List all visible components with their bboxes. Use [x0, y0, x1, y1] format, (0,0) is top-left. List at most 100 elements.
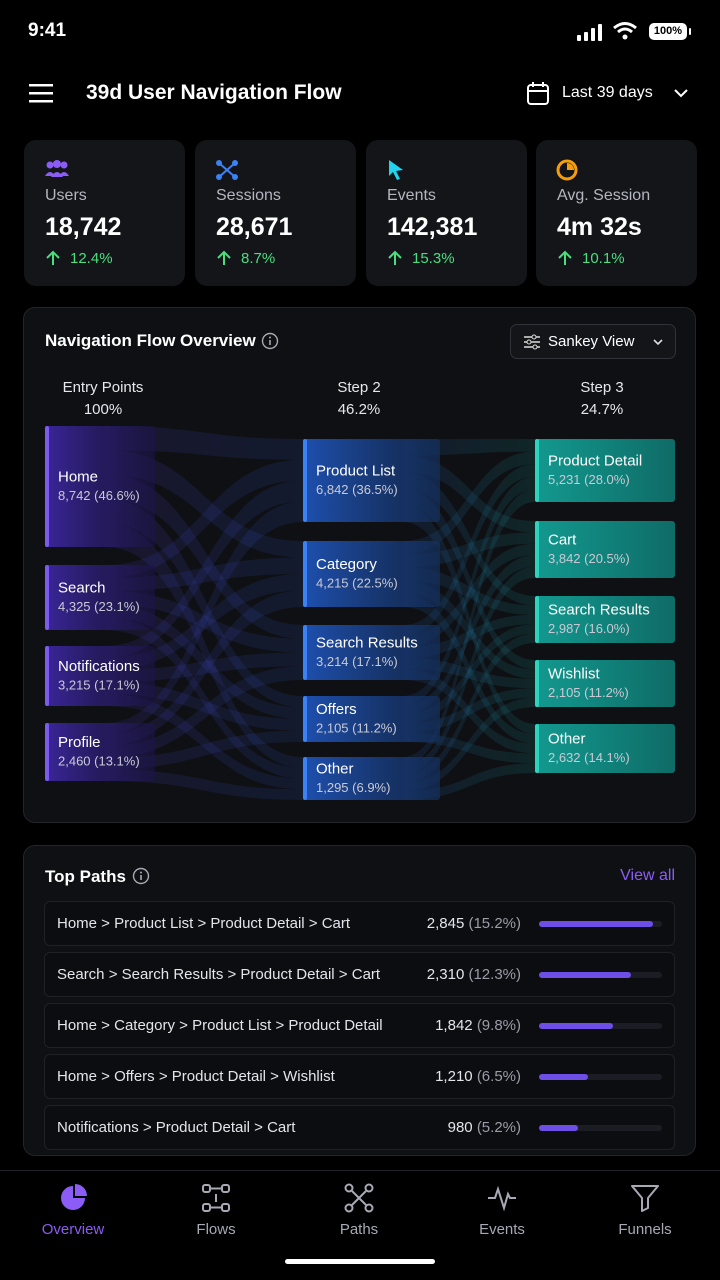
- paths-card: Top Paths View all Home > Product List > P…: [23, 845, 696, 1156]
- view-chevron: [653, 339, 663, 346]
- node-value: 4,215 (22.5%): [316, 575, 398, 590]
- page-title: 39d User Navigation Flow: [86, 81, 342, 104]
- flow-node: [303, 439, 440, 522]
- flow-node-accent: [535, 439, 539, 502]
- path-bar: [539, 1074, 588, 1080]
- flow-card: Navigation Flow Overview Sankey View Entr…: [23, 307, 696, 823]
- node-label: Category: [316, 556, 377, 573]
- kpi-icon: [45, 160, 69, 177]
- menu-button[interactable]: [29, 84, 53, 104]
- path-row[interactable]: Home > Product List > Product Detail > C…: [44, 901, 675, 946]
- flow-link: [105, 480, 303, 658]
- flow-node: [535, 660, 675, 707]
- nav-item[interactable]: Paths: [309, 1180, 409, 1244]
- path-stats: 2,310 (12.3%): [427, 966, 521, 983]
- nav-icon: [344, 1183, 374, 1213]
- node-label: Wishlist: [548, 665, 600, 682]
- flow-link: [105, 617, 303, 779]
- nav-item[interactable]: Flows: [166, 1180, 266, 1244]
- node-label: Notifications: [58, 658, 140, 675]
- node-label: Home: [58, 468, 98, 485]
- node-value: 4,325 (23.1%): [58, 599, 140, 614]
- flow-link: [403, 489, 535, 766]
- flow-node: [45, 723, 155, 781]
- flow-link: [403, 451, 535, 555]
- path-row[interactable]: Notifications > Product Detail > Cart 980…: [44, 1105, 675, 1150]
- kpi-icon: [556, 159, 578, 181]
- kpi-icon: [389, 160, 403, 180]
- kpi-value: 142,381: [387, 213, 478, 241]
- node-value: 2,632 (14.1%): [548, 750, 630, 765]
- path-text: Home > Category > Product List > Product…: [57, 1017, 383, 1034]
- nav-item[interactable]: Overview: [23, 1180, 123, 1244]
- kpi-card: Avg. Session 4m 32s 10.1%: [536, 140, 697, 286]
- path-row[interactable]: Home > Offers > Product Detail > Wishlis…: [44, 1054, 675, 1099]
- kpi-card: Sessions 28,671 8.7%: [195, 140, 356, 286]
- kpi-card: Users 18,742 12.4%: [24, 140, 185, 286]
- nav-label: Events: [479, 1221, 525, 1238]
- up-arrow: [558, 250, 572, 265]
- path-count: 980: [447, 1119, 473, 1136]
- flow-node-accent: [303, 541, 307, 607]
- battery: 100%: [649, 23, 687, 40]
- nav-label: Funnels: [618, 1221, 672, 1238]
- kpi-change: 12.4%: [70, 250, 113, 267]
- kpi-value: 4m 32s: [557, 213, 642, 241]
- calendar-icon[interactable]: [527, 82, 549, 106]
- up-arrow: [46, 250, 60, 265]
- flow-link: [105, 522, 303, 768]
- flow-node: [45, 565, 155, 630]
- node-value: 2,987 (16.0%): [548, 621, 630, 636]
- kpi-change: 10.1%: [582, 250, 625, 267]
- node-value: 1,295 (6.9%): [316, 780, 390, 795]
- node-label: Product Detail: [548, 452, 642, 469]
- kpi-label: Sessions: [216, 187, 281, 204]
- flow-node-accent: [535, 724, 539, 773]
- path-row[interactable]: Search > Search Results > Product Detail…: [44, 952, 675, 997]
- sankey: Entry Points 100% Home 8,742 (46.6%) Search 4…: [45, 379, 675, 800]
- path-row[interactable]: Home > Category > Product List > Product…: [44, 1003, 675, 1048]
- flow-link: [105, 501, 303, 735]
- node-value: 3,215 (17.1%): [58, 677, 140, 692]
- flow-node-accent: [303, 757, 307, 800]
- node-value: 3,842 (20.5%): [548, 551, 630, 566]
- flow-node-accent: [45, 426, 49, 547]
- flow-link: [105, 459, 303, 578]
- node-label: Search Results: [316, 634, 418, 651]
- date-range[interactable]: Last 39 days: [562, 84, 653, 101]
- nav-icon: [631, 1185, 659, 1212]
- flow-link: [403, 488, 535, 670]
- flow-title: Navigation Flow Overview: [45, 331, 256, 350]
- dropdown-chevron[interactable]: [674, 89, 688, 98]
- path-bar-track: [539, 1074, 662, 1080]
- column-title: Entry Points: [63, 379, 144, 396]
- nav-label: Flows: [196, 1221, 236, 1238]
- info-icon[interactable]: [132, 867, 151, 886]
- wifi-icon: [613, 22, 637, 40]
- path-text: Home > Product List > Product Detail > C…: [57, 915, 351, 932]
- flow-node-accent: [535, 596, 539, 643]
- flow-link: [403, 633, 535, 783]
- node-label: Other: [548, 730, 586, 747]
- flow-node-accent: [45, 646, 49, 706]
- flow-node-accent: [45, 565, 49, 630]
- view-selector[interactable]: Sankey View: [510, 324, 676, 359]
- flow-node-accent: [535, 521, 539, 578]
- flow-link: [105, 474, 303, 639]
- nav-icon: [488, 1185, 516, 1212]
- flow-link: [105, 498, 303, 708]
- path-share: (15.2%): [468, 915, 521, 932]
- path-bar: [539, 1023, 613, 1029]
- battery-tip: [689, 28, 691, 35]
- path-bar: [539, 921, 653, 927]
- info-icon[interactable]: [261, 332, 280, 351]
- nav-item[interactable]: Events: [452, 1180, 552, 1244]
- kpi-value: 18,742: [45, 213, 122, 241]
- nav-item[interactable]: Funnels: [595, 1180, 695, 1244]
- signal-icon: [577, 24, 602, 41]
- kpi-label: Events: [387, 187, 436, 204]
- path-bar: [539, 1125, 578, 1131]
- flow-link: [403, 697, 535, 792]
- view-all-link[interactable]: View all: [620, 867, 675, 884]
